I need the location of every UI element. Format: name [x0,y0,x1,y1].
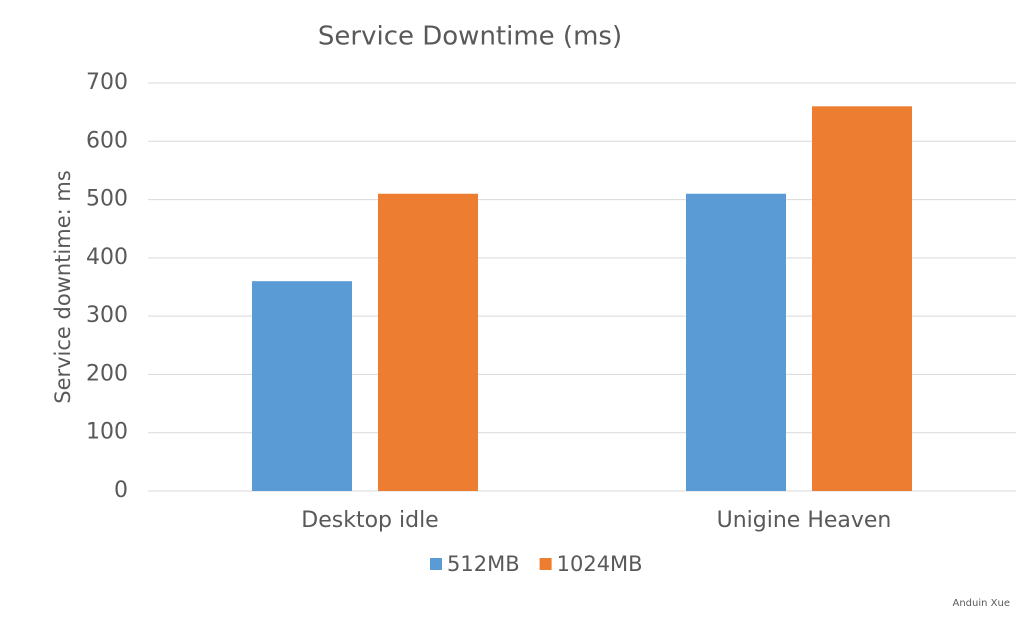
bar [812,106,912,492]
legend-label: 1024MB [557,552,643,576]
y-tick-label: 100 [86,420,128,445]
bar [378,193,478,491]
legend-label: 512MB [447,552,520,576]
chart-title: Service Downtime (ms) [318,22,622,52]
legend-swatch [430,558,442,570]
watermark: Anduin Xue [953,598,1011,609]
bar [686,193,786,491]
x-tick-label: Unigine Heaven [717,508,892,533]
y-tick-label: 700 [86,70,128,95]
y-tick-label: 600 [86,128,128,153]
y-tick-label: 500 [86,187,128,212]
legend-swatch [539,558,552,570]
y-tick-label: 400 [86,245,128,270]
y-tick-label: 200 [86,361,128,386]
x-tick-label: Desktop idle [301,508,438,533]
y-tick-label: 0 [114,478,128,503]
y-axis-label: Service downtime: ms [51,170,75,404]
bar [252,281,352,491]
y-tick-label: 300 [86,303,128,328]
